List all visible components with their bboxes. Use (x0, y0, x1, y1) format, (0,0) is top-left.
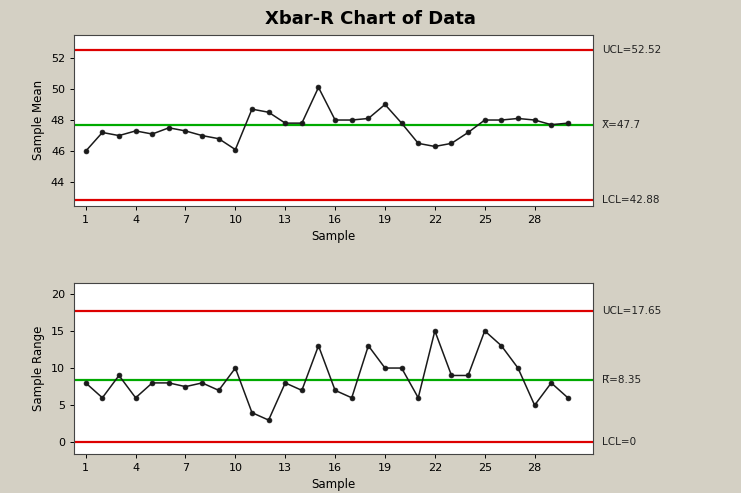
Text: UCL=17.65: UCL=17.65 (602, 306, 661, 316)
X-axis label: Sample: Sample (311, 230, 356, 243)
Text: Xbar-R Chart of Data: Xbar-R Chart of Data (265, 10, 476, 28)
Text: LCL=0: LCL=0 (602, 437, 636, 448)
Text: R̅=8.35: R̅=8.35 (602, 375, 641, 386)
Text: UCL=52.52: UCL=52.52 (602, 45, 661, 55)
Text: X̅=47.7: X̅=47.7 (602, 120, 641, 130)
Y-axis label: Sample Mean: Sample Mean (33, 80, 45, 160)
Text: LCL=42.88: LCL=42.88 (602, 195, 659, 205)
X-axis label: Sample: Sample (311, 478, 356, 491)
Y-axis label: Sample Range: Sample Range (33, 325, 45, 411)
